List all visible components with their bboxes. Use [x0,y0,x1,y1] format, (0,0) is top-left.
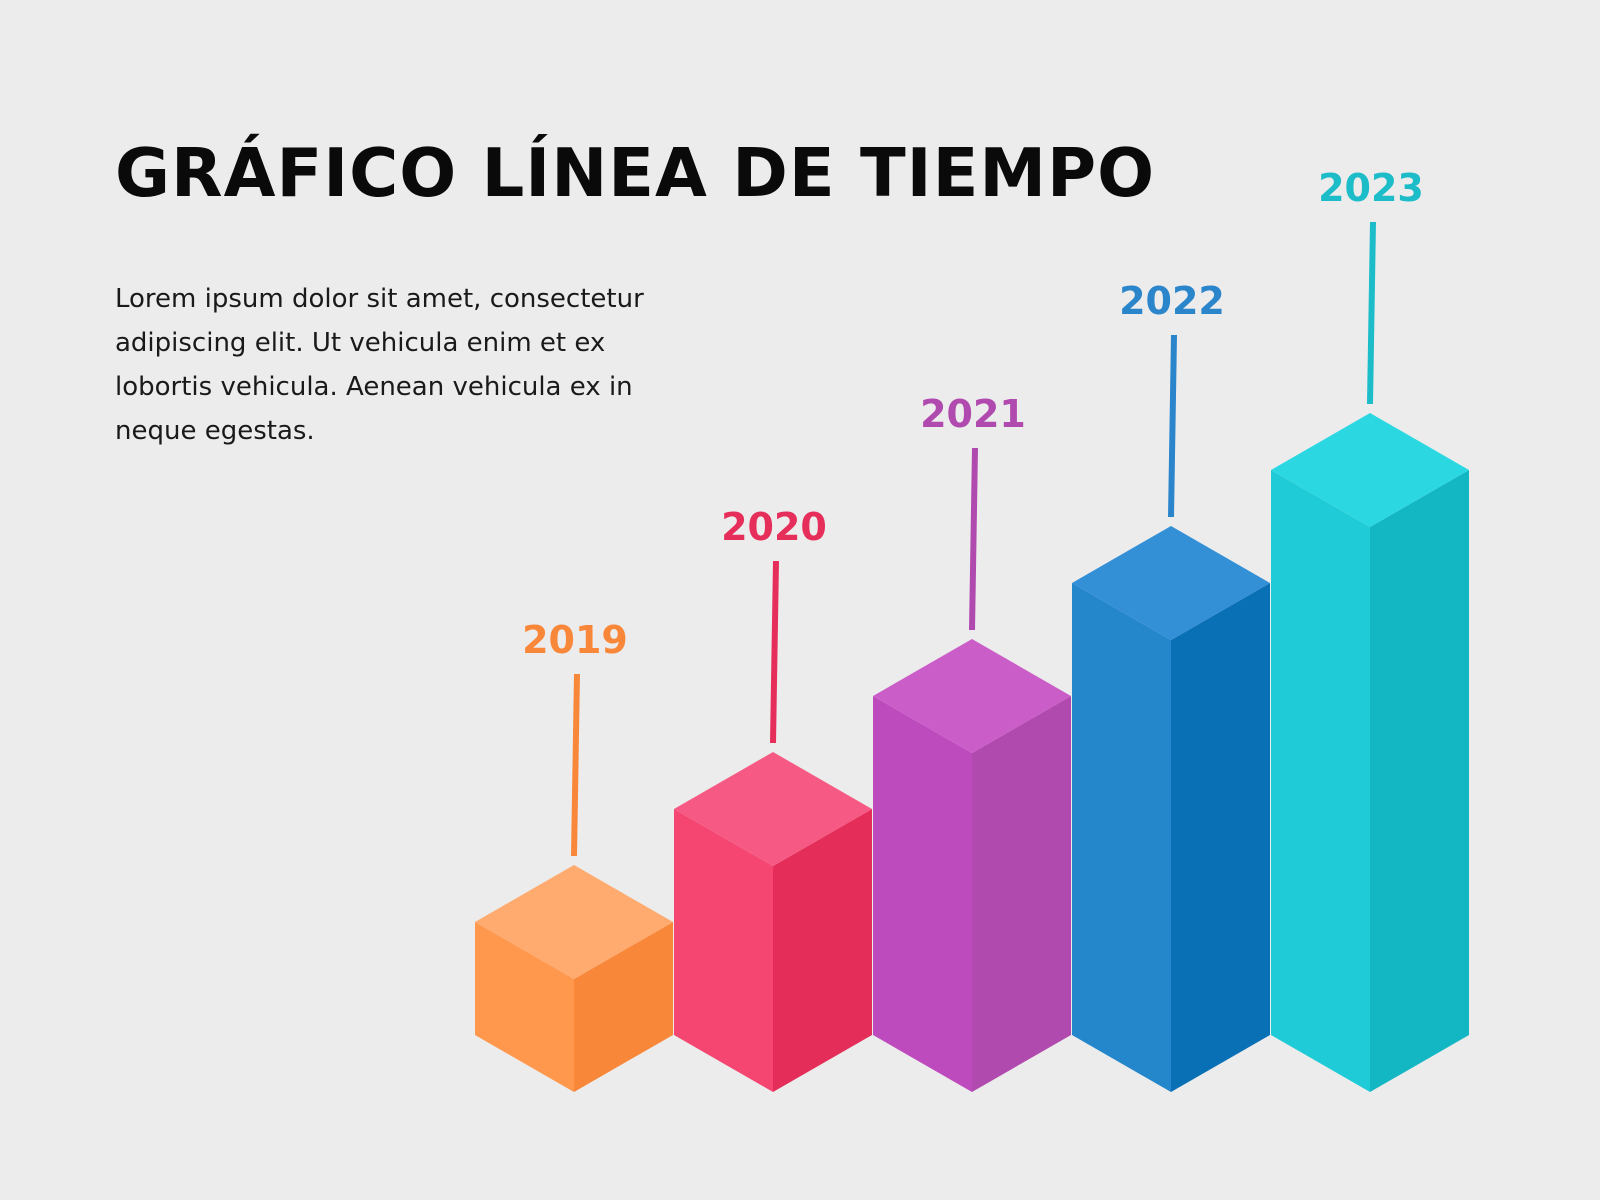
bar-right-face [1370,470,1469,1092]
bar-left-face [475,922,574,1092]
bar-top-face [873,639,1071,753]
year-label-2023: 2023 [1318,166,1424,210]
year-connector-line [1367,221,1376,405]
bar-2019: 2019 [475,618,673,1092]
year-connector-line [969,447,978,631]
bar-left-face [674,809,773,1092]
bar-right-face [773,809,872,1092]
bar-top-face [1072,526,1270,640]
bar-left-face [873,696,972,1092]
bar-top-face [475,865,673,979]
year-label-2020: 2020 [721,505,827,549]
bar-2021: 2021 [873,392,1071,1092]
description-text: Lorem ipsum dolor sit amet, consectetur … [115,284,644,446]
bar-left-face [1072,583,1171,1092]
year-connector-line [1168,334,1177,518]
bar-top-face [674,752,872,866]
year-connector-line [770,560,779,744]
year-connector-line [571,673,580,857]
bar-right-face [574,922,673,1092]
bar-right-face [1171,583,1270,1092]
bar-2023: 2023 [1271,166,1469,1092]
bar-left-face [1271,470,1370,1092]
bar-2022: 2022 [1072,279,1270,1092]
bar-right-face [972,696,1071,1092]
bar-2020: 2020 [674,505,872,1092]
year-label-2022: 2022 [1119,279,1225,323]
bar-top-face [1271,413,1469,527]
page-title: GRÁFICO LÍNEA DE TIEMPO [115,134,1156,212]
year-label-2021: 2021 [920,392,1026,436]
year-label-2019: 2019 [522,618,628,662]
